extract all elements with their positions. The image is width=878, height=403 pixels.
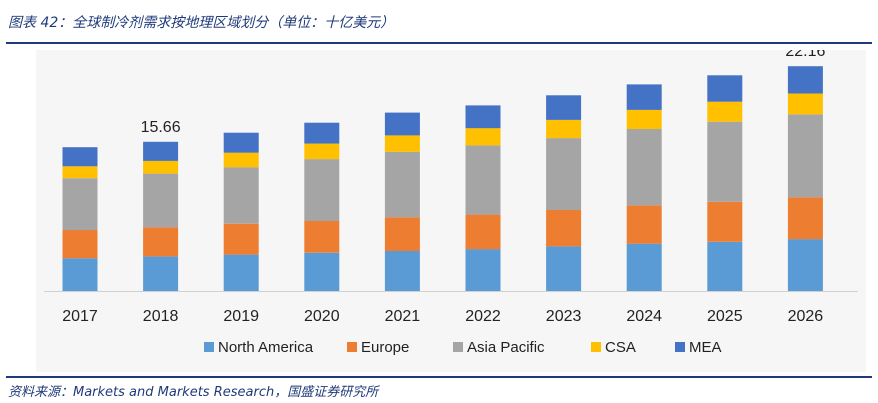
bar-csa-2018 [143,160,179,174]
legend-swatch-north-america [204,342,214,352]
bar-asia-pacific-2023 [546,138,582,210]
chart-panel: 2017 2018 2019 2020 2021 2022 2023 2024 2025 2026… [36,50,866,372]
stacked-bar-chart: 2017 2018 2019 2020 2021 2022 2023 2024 2025 2026… [44,50,858,356]
bar-mea-2020 [304,122,340,144]
legend-label-europe: Europe [361,339,409,356]
x-tick-label: 2020 [304,308,340,325]
bar-north-america-2024 [626,243,662,291]
bar-asia-pacific-2024 [626,129,662,206]
bar-europe-2020 [304,220,340,253]
bar-north-america-2021 [384,251,420,291]
x-tick-label: 2021 [385,308,421,325]
bar-mea-2025 [707,75,743,102]
bar-csa-2019 [223,152,259,168]
bar-europe-2017 [62,230,98,259]
bar-mea-2019 [223,132,259,153]
bar-asia-pacific-2022 [465,145,501,215]
x-tick-label: 2024 [626,308,662,325]
figure-source: 资料来源：Markets and Markets Research，国盛证券研究… [8,385,379,400]
bar-europe-2024 [626,205,662,244]
data-label-2018: 15.66 [141,119,181,136]
bar-asia-pacific-2025 [707,121,743,202]
x-tick-label: 2017 [62,308,98,325]
legend-swatch-mea [675,342,685,352]
bar-europe-2018 [143,227,179,257]
bar-north-america-2022 [465,249,501,291]
x-tick-label: 2022 [465,308,501,325]
bar-europe-2021 [384,217,420,251]
bar-csa-2026 [787,93,823,115]
x-tick-label: 2025 [707,308,743,325]
legend-label-mea: MEA [689,339,722,356]
figure-title: 图表 42：全球制冷剂需求按地理区域划分（单位：十亿美元） [8,15,395,31]
bar-mea-2024 [626,84,662,110]
bar-europe-2025 [707,201,743,242]
data-label-2026: 22.16 [785,50,825,60]
bar-csa-2022 [465,128,501,146]
x-tick-label: 2026 [788,308,824,325]
legend-label-csa: CSA [605,339,636,356]
bar-north-america-2026 [787,239,823,291]
bar-north-america-2019 [223,254,259,291]
bar-asia-pacific-2018 [143,173,179,228]
bar-csa-2020 [304,143,340,160]
title-divider [6,42,872,44]
bar-asia-pacific-2020 [304,159,340,221]
bar-europe-2023 [546,210,582,247]
source-divider [6,376,872,378]
bar-csa-2024 [626,109,662,129]
bar-north-america-2018 [143,256,179,291]
bar-north-america-2023 [546,246,582,291]
bar-mea-2026 [787,66,823,94]
legend-swatch-europe [347,342,357,352]
bar-csa-2017 [62,166,98,179]
legend-swatch-csa [591,342,601,352]
bar-north-america-2017 [62,258,98,291]
legend-label-asia-pacific: Asia Pacific [467,339,545,356]
x-tick-label: 2023 [546,308,582,325]
x-tick-label: 2018 [143,308,179,325]
bar-north-america-2020 [304,252,340,291]
bar-mea-2022 [465,105,501,129]
bar-asia-pacific-2019 [223,167,259,224]
x-tick-label: 2019 [223,308,259,325]
bar-asia-pacific-2026 [787,114,823,198]
bar-csa-2021 [384,135,420,152]
legend-swatch-asia-pacific [453,342,463,352]
bar-csa-2025 [707,101,743,122]
bar-csa-2023 [546,119,582,139]
bar-europe-2022 [465,214,501,250]
bar-mea-2017 [62,147,98,167]
bar-europe-2026 [787,197,823,240]
bar-mea-2018 [143,141,179,161]
bar-north-america-2025 [707,241,743,291]
bar-mea-2021 [384,112,420,136]
bar-asia-pacific-2017 [62,178,98,231]
bar-asia-pacific-2021 [384,151,420,218]
legend-label-north-america: North America [218,339,314,356]
bar-europe-2019 [223,223,259,255]
bar-mea-2023 [546,95,582,120]
